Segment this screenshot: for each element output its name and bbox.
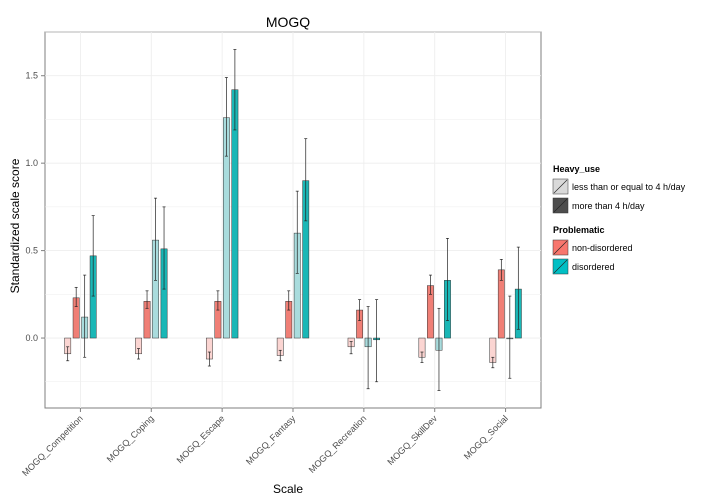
error-bars: [66, 49, 520, 391]
legend-title: Problematic: [553, 225, 605, 235]
x-axis: MOGQ_Competition MOGQ_Coping MOGQ_Escape MO…: [20, 408, 510, 478]
legend-label: disordered: [572, 262, 615, 272]
legend-swatch-slash: [553, 259, 568, 274]
x-tick-label: MOGQ_Competition: [20, 413, 85, 478]
legend-swatch-slash: [553, 198, 568, 213]
legend-swatch-slash: [553, 179, 568, 194]
y-tick-label: 0.0: [25, 333, 38, 343]
y-tick-label: 1.5: [25, 71, 38, 81]
grid-lines: [45, 31, 541, 408]
x-tick-label: MOGQ_Coping: [105, 413, 156, 464]
legend-swatch-slash: [553, 240, 568, 255]
y-axis: 0.0 0.5 1.0 1.5: [25, 71, 45, 343]
y-tick-label: 1.0: [25, 158, 38, 168]
y-axis-title: Standardized scale score: [8, 158, 22, 293]
x-axis-title: Scale: [273, 482, 303, 496]
x-tick-label: MOGQ_Escape: [175, 413, 227, 465]
legend-label: non-disordered: [572, 243, 633, 253]
x-tick-label: MOGQ_Recreation: [307, 413, 369, 475]
x-tick-label: MOGQ_Fantasy: [244, 413, 298, 467]
legend-label: less than or equal to 4 h/day: [572, 182, 686, 192]
legend-label: more than 4 h/day: [572, 201, 645, 211]
y-tick-label: 0.5: [25, 246, 38, 256]
legend-title: Heavy_use: [553, 164, 600, 174]
chart-title: MOGQ: [266, 14, 310, 30]
x-tick-label: MOGQ_SkillDev: [385, 413, 439, 467]
x-tick-label: MOGQ_Social: [462, 413, 510, 461]
